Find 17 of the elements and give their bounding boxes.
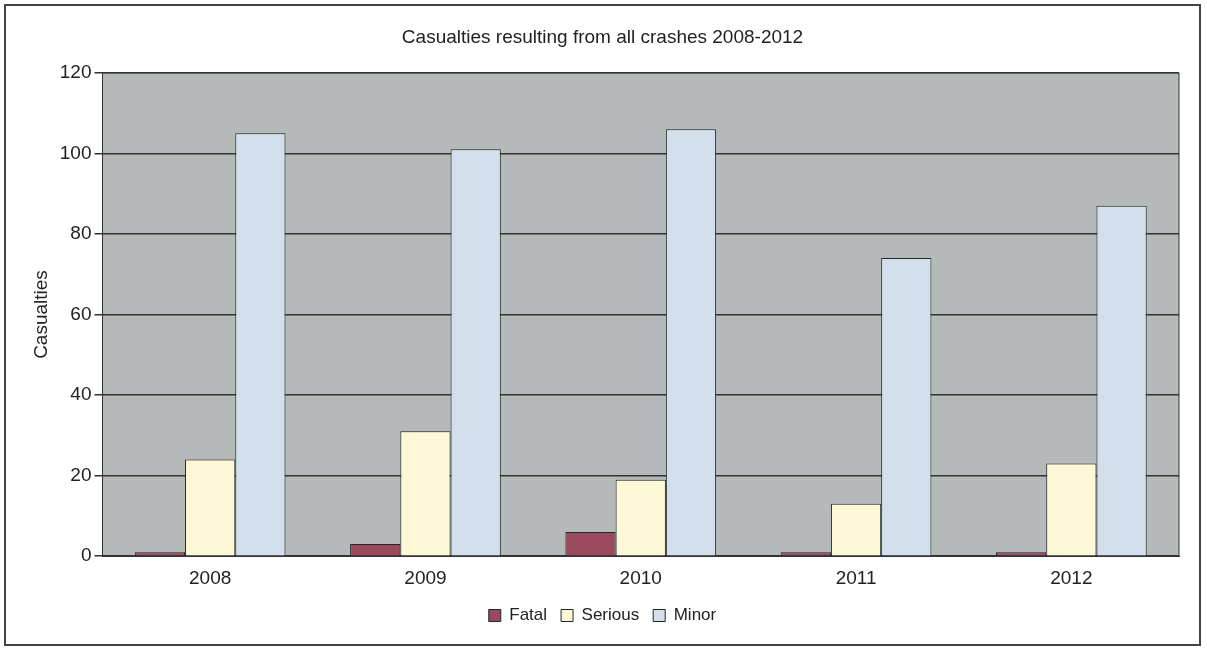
x-tick-label: 2010 [619,566,662,588]
y-tick-label: 80 [70,222,92,244]
y-axis-title: Casualties [29,270,51,359]
x-tick-label: 2009 [404,566,447,588]
y-tick-label: 0 [80,544,92,566]
legend-label: Serious [581,605,640,625]
y-tick-label: 120 [59,61,92,83]
legend-label: Minor [673,605,717,625]
y-tick-label: 40 [70,383,92,405]
chart-title: Casualties resulting from all crashes 2008-2012 [401,25,804,47]
legend-label: Fatal [509,605,548,625]
x-tick-label: 2008 [189,566,232,588]
y-tick-label: 100 [59,141,92,163]
x-tick-label: 2011 [835,566,877,588]
y-tick-label: 20 [70,463,92,485]
y-tick-label: 60 [70,302,92,324]
x-tick-label: 2012 [1050,566,1093,588]
